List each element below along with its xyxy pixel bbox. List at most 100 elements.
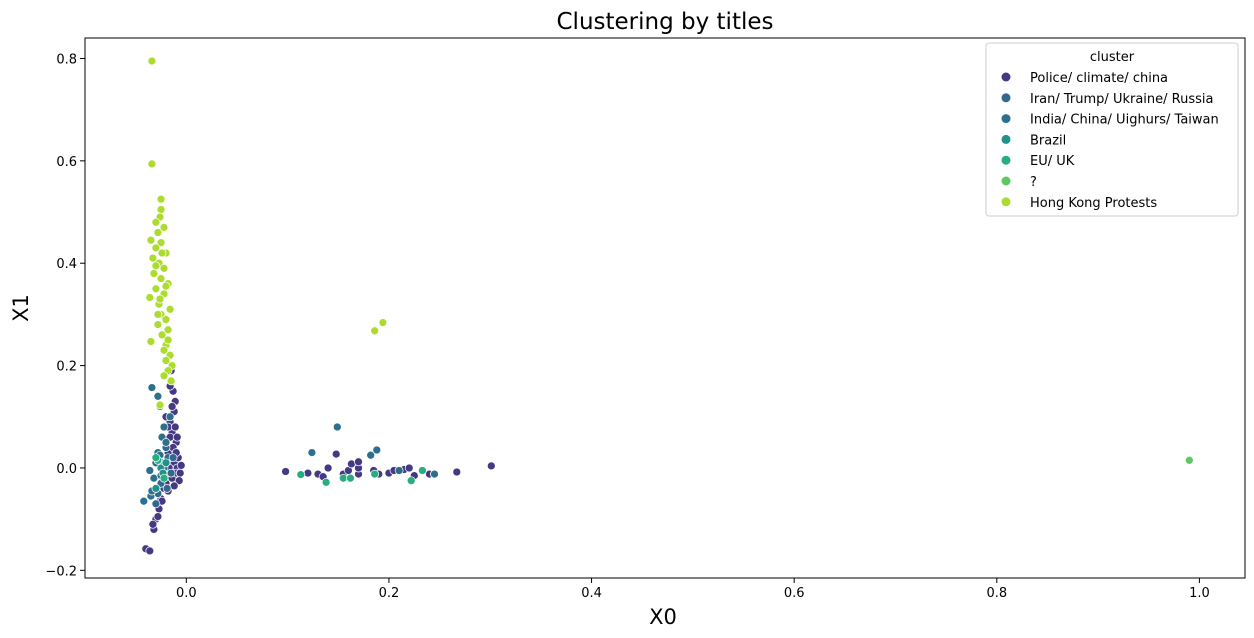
data-point (307, 448, 317, 457)
plot-frame (84, 37, 1246, 579)
data-point (331, 449, 341, 459)
data-point (151, 484, 161, 493)
data-point (166, 376, 176, 386)
data-point (165, 412, 175, 422)
legend-items: Police/ climate/ china Iran/ Trump/ Ukrai… (1001, 71, 1219, 211)
legend-marker (1001, 176, 1011, 186)
data-point (151, 499, 161, 509)
data-point (366, 450, 376, 460)
legend-label: Brazil (1030, 133, 1066, 148)
data-point (156, 238, 166, 248)
data-point (176, 461, 186, 470)
chart-title: Clustering by titles (557, 9, 774, 35)
legend-label: Police/ climate/ china (1030, 71, 1168, 86)
data-point (172, 432, 182, 442)
data-point (163, 325, 173, 335)
data-point (151, 453, 161, 463)
legend-marker (1001, 197, 1011, 207)
data-point (159, 345, 169, 355)
data-point (370, 326, 380, 336)
data-point (153, 228, 163, 237)
data-point (159, 263, 169, 273)
legend-label: EU/ UK (1030, 154, 1075, 169)
data-point (148, 253, 158, 263)
x-axis-ticks: 0.0 0.2 0.4 0.6 0.8 1.0 (176, 578, 1210, 601)
x-tick-label: 0.8 (986, 586, 1007, 601)
data-point (452, 467, 462, 477)
data-point (394, 466, 404, 475)
y-tick-label: 0.0 (56, 462, 77, 477)
data-point (153, 391, 163, 401)
data-point (156, 274, 166, 283)
data-point (321, 477, 331, 487)
data-point (159, 371, 169, 381)
x-tick-label: 1.0 (1189, 586, 1210, 601)
data-point (486, 461, 496, 471)
data-point (153, 310, 163, 319)
y-axis-ticks: −0.2 0.0 0.2 0.4 0.6 0.8 (45, 52, 85, 579)
data-point (157, 330, 167, 340)
data-point (156, 194, 166, 204)
data-point (159, 223, 169, 232)
data-point (159, 473, 169, 483)
data-point (148, 519, 158, 529)
data-point (159, 422, 169, 432)
data-point (347, 459, 356, 469)
data-point (151, 261, 161, 271)
data-point (145, 546, 155, 556)
data-point (161, 281, 171, 291)
data-point (174, 476, 184, 486)
data-point (170, 422, 180, 432)
data-point (147, 383, 157, 392)
data-point (166, 468, 176, 478)
legend-marker (1001, 155, 1011, 165)
data-point (145, 293, 155, 302)
data-point (323, 463, 333, 473)
y-tick-label: 0.2 (56, 360, 77, 375)
data-point (303, 468, 313, 478)
data-point (378, 318, 388, 327)
data-point (153, 320, 163, 329)
data-point (418, 466, 427, 475)
data-point (161, 458, 171, 468)
data-point (145, 466, 155, 475)
data-point (155, 400, 165, 410)
data-point (161, 315, 171, 324)
points-layer (139, 56, 1194, 556)
y-tick-label: −0.2 (45, 564, 77, 579)
data-point (151, 284, 161, 294)
x-tick-label: 0.4 (581, 586, 602, 601)
data-point (370, 469, 380, 479)
data-point (163, 335, 173, 345)
legend-box (985, 42, 1239, 217)
legend-marker (1001, 72, 1011, 82)
data-point (165, 304, 175, 314)
data-point (332, 422, 342, 432)
data-point (139, 496, 149, 506)
data-point (155, 294, 165, 304)
data-point (281, 467, 290, 476)
data-point (162, 484, 172, 493)
data-point (168, 453, 178, 463)
data-point (346, 473, 355, 483)
data-point (146, 337, 156, 346)
data-point (406, 476, 416, 486)
legend-marker (1001, 93, 1011, 103)
legend-marker (1001, 134, 1011, 144)
data-point (147, 56, 157, 66)
data-point (372, 445, 382, 455)
data-point (167, 402, 177, 411)
data-point (153, 512, 163, 521)
x-tick-label: 0.6 (784, 586, 805, 601)
data-point (404, 463, 414, 473)
data-point (147, 159, 157, 169)
y-axis-label: X1 (9, 294, 33, 322)
x-axis-label: X0 (649, 605, 677, 629)
legend-marker (1001, 114, 1011, 124)
data-point (146, 235, 156, 245)
data-point (296, 470, 306, 479)
legend-label: Hong Kong Protests (1030, 196, 1157, 211)
data-point (149, 269, 159, 278)
y-tick-label: 0.6 (56, 155, 77, 170)
